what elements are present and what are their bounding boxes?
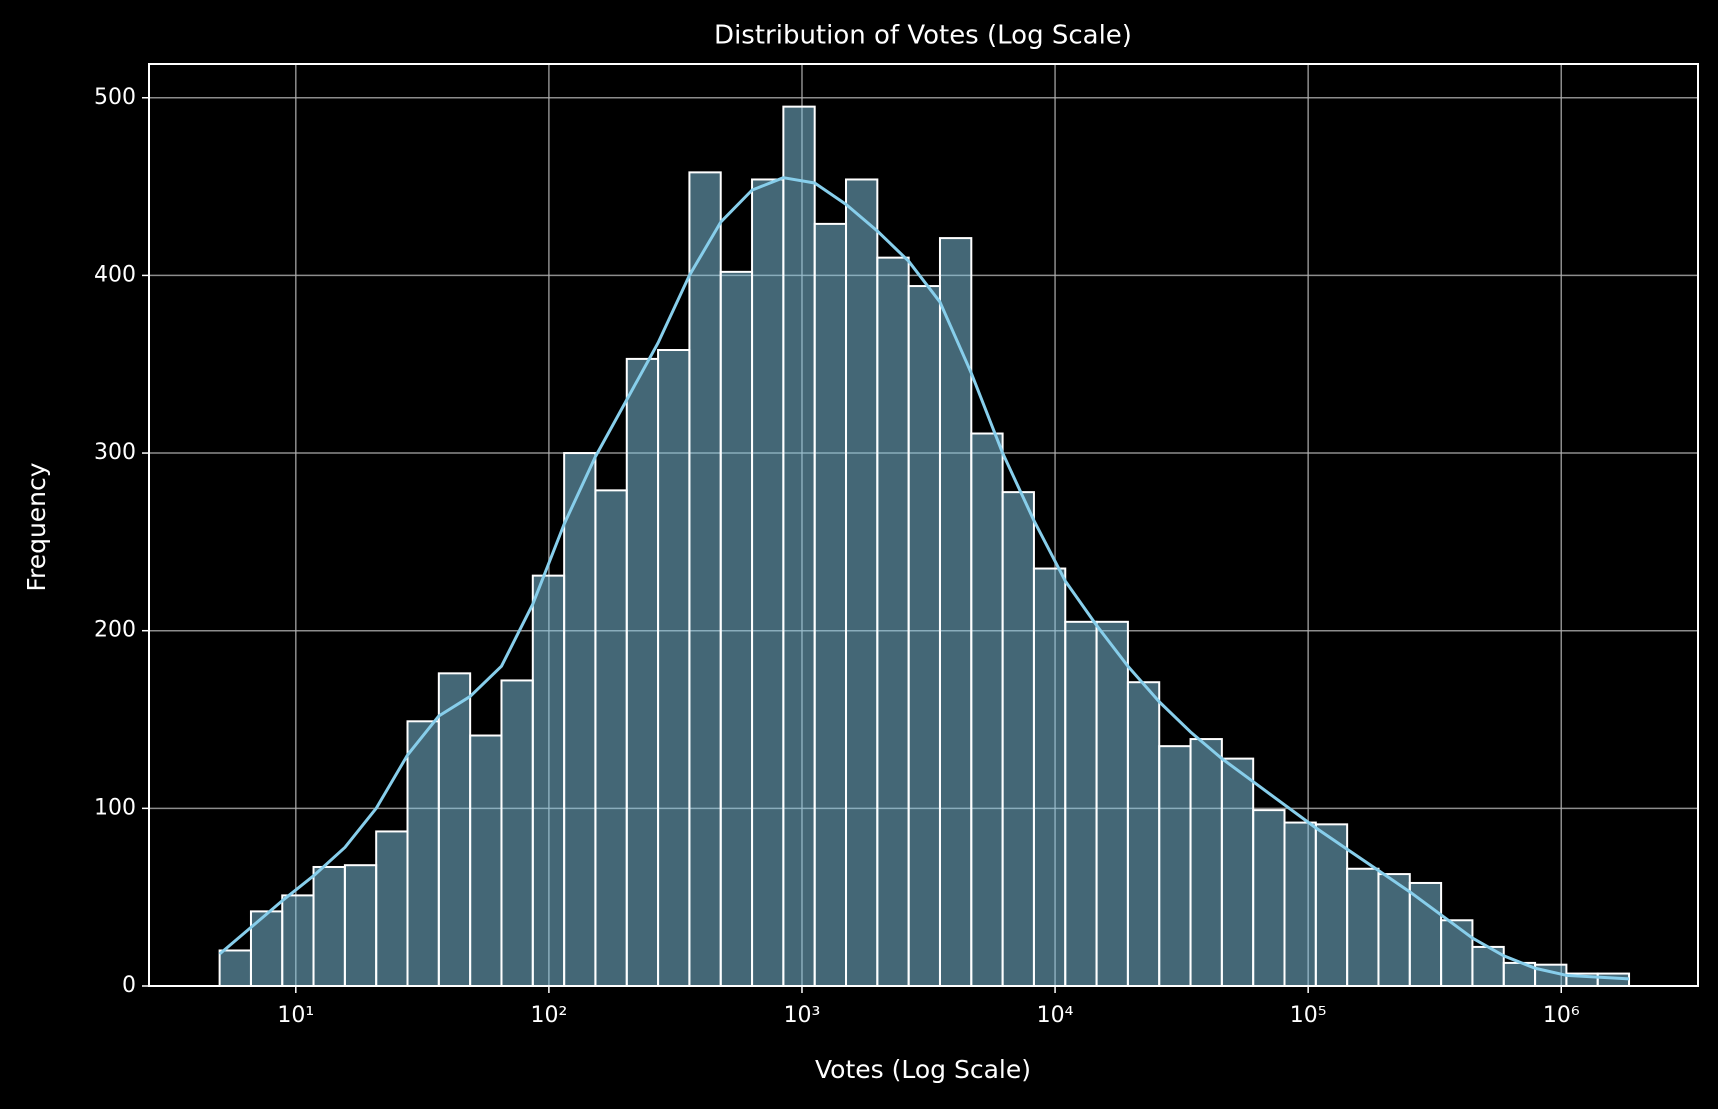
bar [469,734,503,988]
bar [813,222,848,987]
bar [657,349,691,987]
bar [281,894,315,988]
bar [1064,620,1098,988]
bar [751,178,785,988]
bar [531,574,566,987]
bar [437,672,472,987]
bar [1001,491,1035,987]
x-tick-label: 10² [530,1003,567,1028]
x-tick-label: 10¹ [277,1003,314,1028]
bar [970,432,1004,987]
bar [1158,745,1192,987]
bar [1032,567,1067,988]
bar [719,270,754,987]
bar [218,949,252,988]
bar [1440,919,1474,988]
bar [1189,738,1223,987]
x-tick-label: 10⁵ [1290,1003,1327,1028]
x-axis-label: Votes (Log Scale) [815,1055,1031,1084]
bar [594,489,628,987]
bar [782,105,816,987]
bar [625,357,660,987]
bar [1095,620,1129,988]
bar [845,178,879,988]
bar [500,679,534,988]
y-tick-label: 200 [94,618,136,643]
x-tick-label: 10⁴ [1037,1003,1074,1028]
chart-title: Distribution of Votes (Log Scale) [714,21,1132,51]
y-tick-label: 100 [94,795,136,820]
bar [1220,757,1255,988]
y-tick-label: 300 [94,440,136,465]
bar [406,720,440,987]
bar [312,865,346,988]
bar [1283,821,1317,987]
bar [688,171,722,987]
bar [938,237,973,988]
bar [1377,873,1411,988]
bar [876,256,910,987]
bar [1346,867,1380,988]
y-tick-label: 500 [94,85,136,110]
bar [1314,823,1349,987]
bar [907,285,941,987]
x-tick-label: 10³ [784,1003,821,1028]
y-tick-label: 400 [94,262,136,287]
y-axis-label: Frequency [22,462,51,591]
x-tick-label: 10⁶ [1543,1003,1580,1028]
bar [1252,809,1286,988]
bar [563,452,597,988]
y-tick-label: 0 [122,973,136,998]
bar [343,864,378,988]
plot-frame [148,63,1699,987]
bar [1408,881,1443,987]
bar [375,830,409,987]
kde-line [218,176,1630,981]
bar [1126,681,1161,987]
